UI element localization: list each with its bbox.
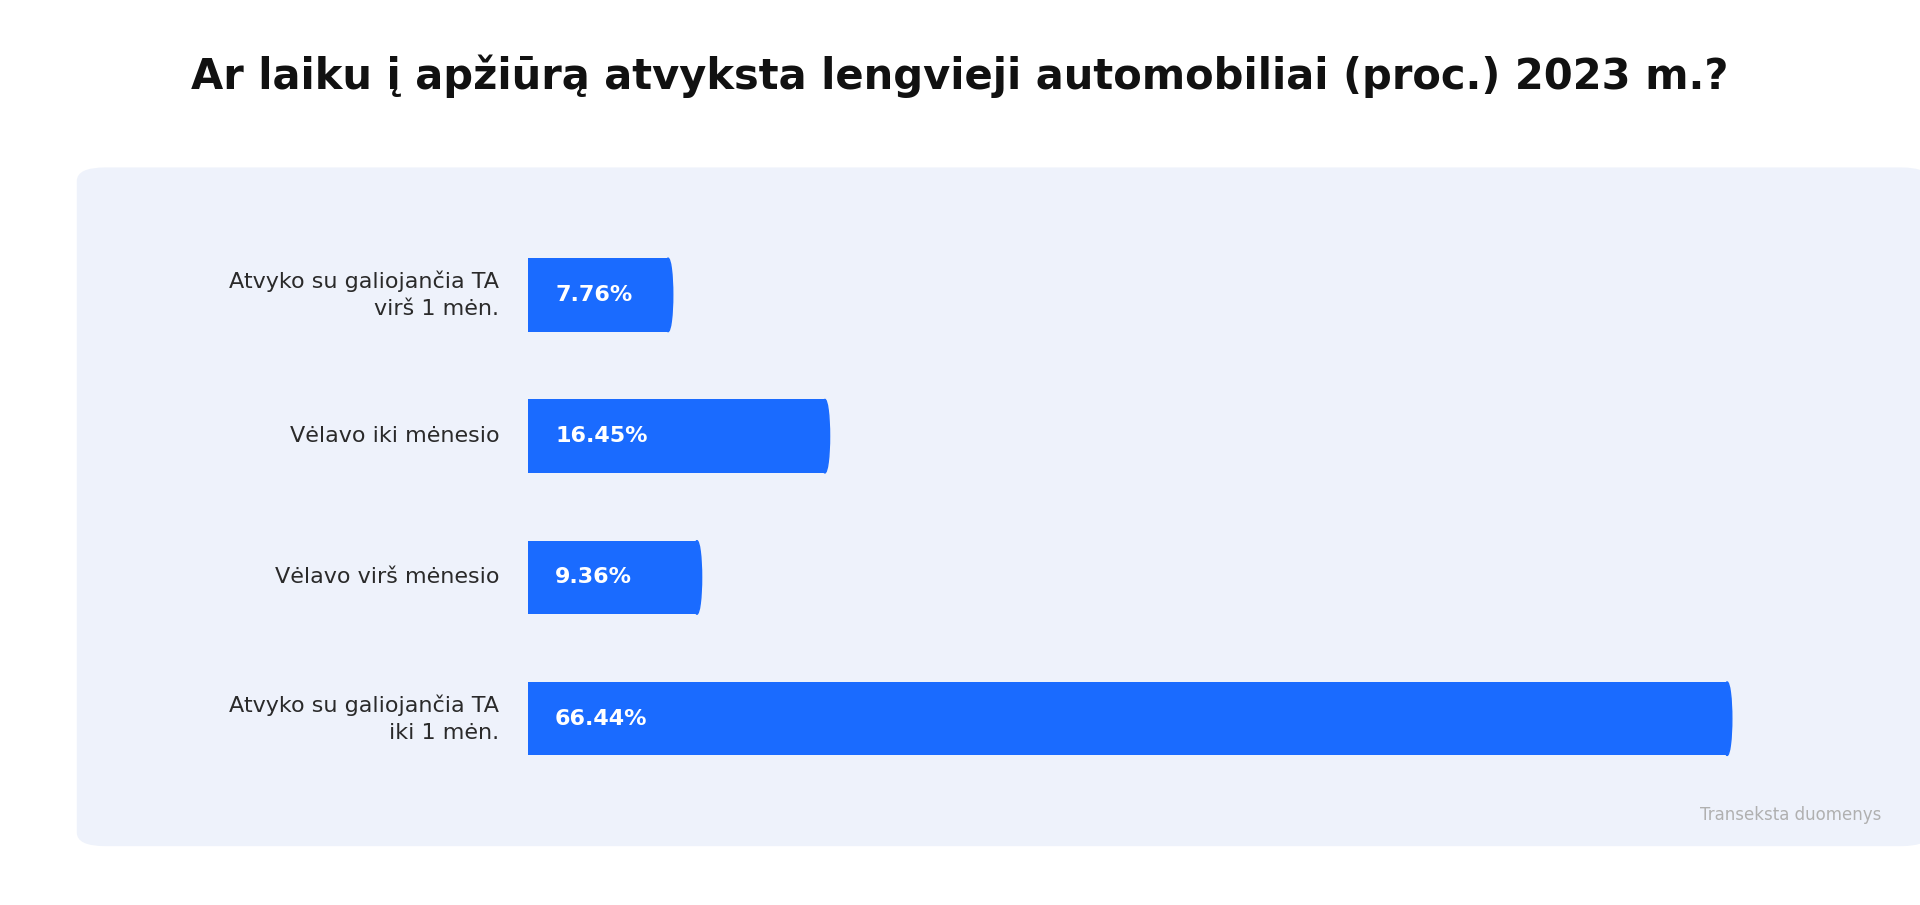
Text: 9.36%: 9.36% xyxy=(555,567,632,587)
Bar xyxy=(528,399,826,473)
Text: Transeksta duomenys: Transeksta duomenys xyxy=(1701,805,1882,824)
Text: Vėlavo iki mėnesio: Vėlavo iki mėnesio xyxy=(290,426,499,446)
Text: Atvyko su galiojančia TA
iki 1 mėn.: Atvyko su galiojančia TA iki 1 mėn. xyxy=(228,695,499,743)
Bar xyxy=(528,540,697,614)
Text: Vėlavo virš mėnesio: Vėlavo virš mėnesio xyxy=(275,567,499,587)
Text: 16.45%: 16.45% xyxy=(555,426,647,446)
Circle shape xyxy=(820,399,829,473)
Text: 7.76%: 7.76% xyxy=(555,285,632,305)
Circle shape xyxy=(693,540,701,614)
Bar xyxy=(528,682,1728,756)
Circle shape xyxy=(1722,682,1732,756)
Text: Atvyko su galiojančia TA
virš 1 mėn.: Atvyko su galiojančia TA virš 1 mėn. xyxy=(228,271,499,319)
Circle shape xyxy=(664,258,672,331)
Text: Ar laiku į apžiūrą atvyksta lengvieji automobiliai (proc.) 2023 m.?: Ar laiku į apžiūrą atvyksta lengvieji au… xyxy=(192,54,1728,98)
Bar xyxy=(528,258,668,331)
Text: 66.44%: 66.44% xyxy=(555,709,647,729)
